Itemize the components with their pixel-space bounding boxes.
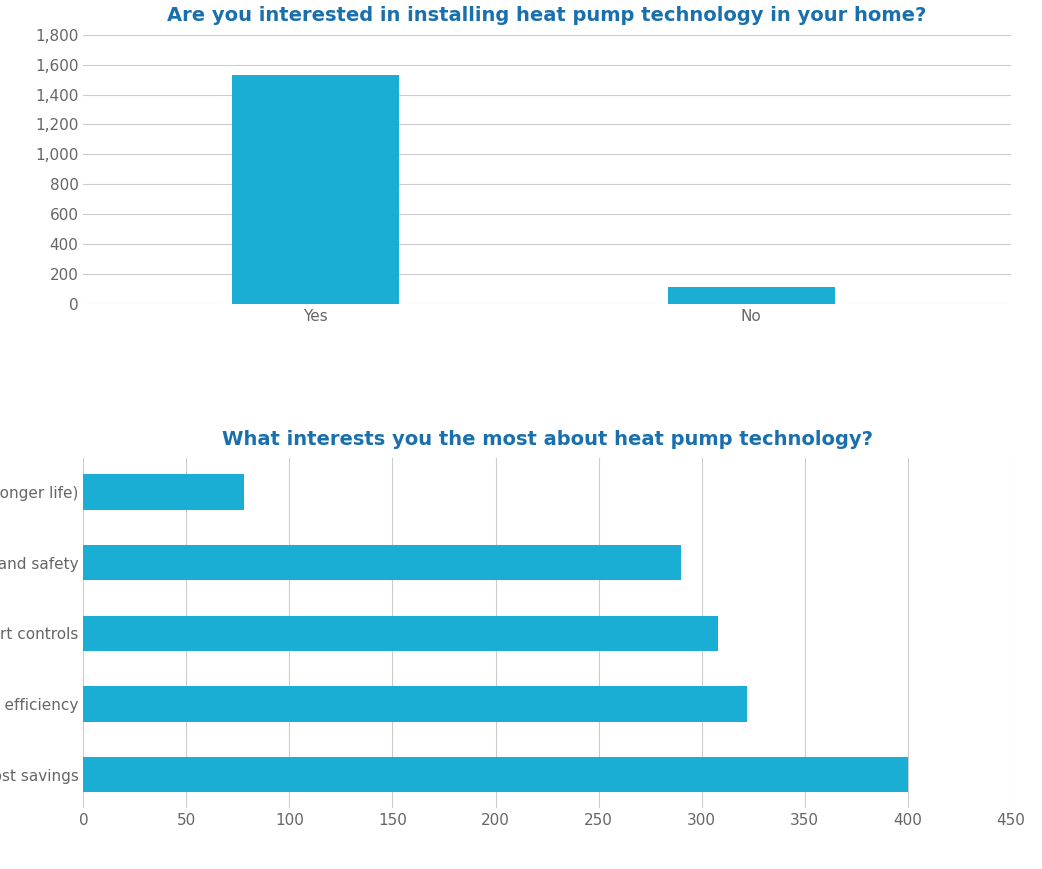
Bar [83,545,681,580]
Bar [83,474,244,510]
Bar [83,687,747,721]
Title: Are you interested in installing heat pump technology in your home?: Are you interested in installing heat pu… [168,6,926,25]
Bar [668,288,835,304]
Bar [83,615,718,651]
Bar [83,757,908,793]
Bar [231,75,399,304]
Title: What interests you the most about heat pump technology?: What interests you the most about heat p… [222,429,872,448]
